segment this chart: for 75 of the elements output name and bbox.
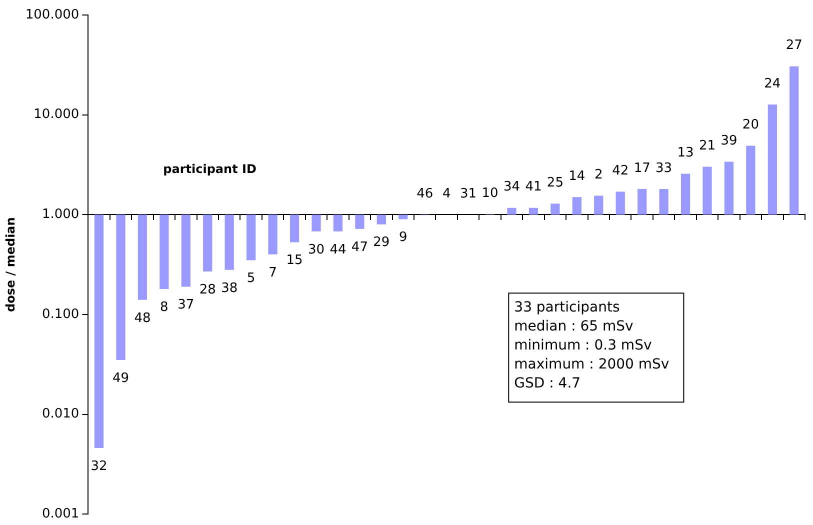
bar bbox=[246, 214, 256, 260]
bar bbox=[138, 214, 148, 300]
x-tick-label: 7 bbox=[268, 265, 277, 280]
bar bbox=[290, 214, 300, 242]
annotation: minimum : 0.3 mSv bbox=[514, 337, 652, 354]
bar bbox=[572, 197, 582, 215]
y-tick-label: 0.001 bbox=[42, 506, 80, 522]
x-tick-label: 44 bbox=[330, 242, 346, 258]
bar bbox=[333, 214, 343, 232]
y-tick-label: 0.010 bbox=[42, 406, 80, 422]
bar bbox=[768, 104, 777, 215]
x-tick-label: 17 bbox=[634, 160, 650, 176]
x-tick-label: 29 bbox=[373, 235, 390, 250]
x-tick-label: 24 bbox=[764, 76, 781, 92]
bar bbox=[746, 146, 756, 215]
bar bbox=[680, 174, 690, 215]
y-tick-label: 0.100 bbox=[42, 306, 80, 322]
bar bbox=[224, 214, 234, 270]
x-axis-title: participant ID bbox=[163, 162, 256, 176]
x-tick-label: 37 bbox=[178, 298, 194, 313]
x-tick-label: 33 bbox=[656, 160, 672, 176]
bar bbox=[638, 188, 647, 215]
x-tick-label: 34 bbox=[503, 180, 520, 195]
x-tick-label: 2 bbox=[594, 168, 603, 183]
bar bbox=[116, 214, 126, 360]
x-tick-label: 27 bbox=[786, 38, 802, 54]
y-axis-title: dose / median bbox=[3, 217, 18, 312]
bar bbox=[724, 162, 734, 215]
bar bbox=[507, 208, 516, 215]
x-tick-label: 20 bbox=[742, 118, 759, 133]
bar bbox=[355, 214, 364, 229]
x-tick-label: 39 bbox=[720, 134, 738, 149]
x-tick-label: 5 bbox=[246, 271, 256, 286]
annotation: 33 participants bbox=[514, 299, 620, 316]
x-tick-label: 38 bbox=[221, 280, 238, 296]
bar bbox=[268, 214, 278, 254]
y-tick-label: 1.000 bbox=[42, 207, 80, 222]
bar bbox=[376, 214, 386, 224]
bar bbox=[550, 204, 560, 215]
annotation: median : 65 mSv bbox=[514, 318, 634, 334]
bar bbox=[702, 166, 712, 215]
x-tick-label: 13 bbox=[677, 146, 694, 161]
bar bbox=[659, 188, 668, 215]
bar bbox=[594, 196, 604, 215]
x-tick-label: 21 bbox=[698, 138, 716, 154]
x-tick-label: 14 bbox=[568, 168, 586, 184]
x-tick-label: 15 bbox=[286, 253, 303, 268]
bar bbox=[203, 214, 212, 272]
x-tick-label: 28 bbox=[199, 282, 216, 298]
annotation: GSD : 4.7 bbox=[514, 375, 581, 392]
bar bbox=[398, 214, 408, 220]
x-tick-label: 46 bbox=[416, 186, 434, 202]
x-tick-label: 48 bbox=[134, 310, 151, 326]
x-tick-label: 47 bbox=[351, 240, 368, 255]
x-tick-label: 4 bbox=[442, 186, 451, 202]
x-tick-label: 49 bbox=[112, 370, 130, 386]
bar bbox=[312, 214, 321, 232]
x-tick-label: 30 bbox=[308, 242, 325, 258]
annotation: maximum : 2000 mSv bbox=[514, 356, 670, 372]
bar bbox=[616, 192, 625, 215]
bar bbox=[181, 214, 190, 287]
y-tick-label: 10.000 bbox=[34, 107, 80, 122]
x-tick-label: 9 bbox=[398, 230, 408, 246]
bar bbox=[160, 214, 169, 290]
x-tick-label: 31 bbox=[460, 186, 477, 202]
bar bbox=[790, 66, 799, 215]
y-tick-label: 100.000 bbox=[25, 7, 80, 22]
x-tick-label: 8 bbox=[160, 300, 168, 315]
x-tick-label: 41 bbox=[525, 180, 542, 195]
bar bbox=[528, 208, 538, 215]
x-tick-label: 32 bbox=[90, 458, 108, 474]
x-tick-label: 25 bbox=[546, 176, 564, 191]
x-tick-label: 42 bbox=[612, 164, 629, 179]
x-tick-label: 10 bbox=[482, 186, 498, 202]
bar bbox=[94, 214, 104, 448]
